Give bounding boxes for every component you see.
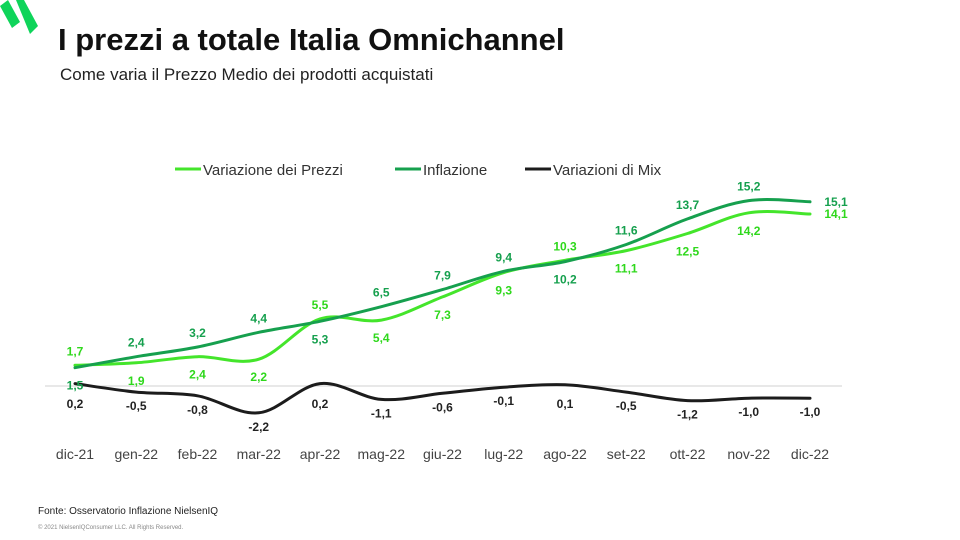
data-label-inflazione: 4,4 — [250, 311, 267, 325]
x-tick-label: gen-22 — [114, 446, 158, 462]
logo-stripe-left — [0, 0, 20, 28]
data-label-variazioni-mix: 0,2 — [312, 397, 329, 411]
data-label-variazione-prezzi: 2,2 — [250, 370, 267, 384]
series-layer — [73, 198, 812, 415]
data-label-inflazione: 11,6 — [615, 223, 638, 237]
data-label-variazioni-mix: -0,8 — [187, 403, 208, 417]
data-label-variazioni-mix: -0,6 — [432, 400, 453, 414]
data-label-variazione-prezzi: 14,1 — [824, 207, 848, 221]
x-tick-label: giu-22 — [423, 446, 462, 462]
x-tick-label: apr-22 — [300, 446, 341, 462]
x-tick-label: ago-22 — [543, 446, 587, 462]
data-label-inflazione: 3,2 — [189, 326, 206, 340]
copyright-note: © 2021 NielsenIQConsumer LLC. All Rights… — [38, 525, 184, 531]
legend-label-inflazione: Inflazione — [423, 162, 487, 179]
data-label-inflazione: 7,9 — [434, 269, 451, 283]
data-label-inflazione: 2,4 — [128, 336, 145, 350]
data-label-variazione-prezzi: 1,9 — [128, 374, 145, 388]
data-label-inflazione: 15,1 — [824, 195, 848, 209]
logo-stripe-right — [16, 0, 38, 34]
page-title: I prezzi a totale Italia Omnichannel — [58, 22, 565, 57]
x-tick-layer: dic-21 gen-22 feb-22 mar-22 apr-22 mag-22 giu-… — [56, 446, 829, 462]
data-label-variazione-prezzi: 14,2 — [737, 224, 761, 238]
data-label-variazioni-mix: -1,0 — [738, 405, 759, 419]
data-label-variazione-prezzi: 1,7 — [67, 344, 84, 358]
x-tick-label: feb-22 — [178, 446, 218, 462]
data-label-layer: 1,7 1,9 2,4 2,2 5,5 5,4 7,3 9,3 10,3 11,1 12,5 14,2… — [67, 180, 848, 434]
data-label-variazioni-mix: -0,1 — [493, 394, 514, 408]
series-line-variazioni-mix — [73, 381, 812, 415]
data-label-inflazione: 15,2 — [737, 180, 761, 194]
data-label-variazioni-mix: -1,1 — [371, 406, 392, 420]
data-label-variazioni-mix: -2,2 — [248, 420, 269, 434]
x-tick-label: lug-22 — [484, 446, 523, 462]
legend-label-variazioni-mix: Variazioni di Mix — [553, 162, 662, 179]
source-note: Fonte: Osservatorio Inflazione NielsenIQ — [38, 506, 219, 517]
data-label-variazioni-mix: -1,0 — [800, 405, 821, 419]
x-tick-label: mag-22 — [358, 446, 406, 462]
data-label-inflazione: 1,5 — [67, 379, 84, 393]
data-label-variazione-prezzi: 7,3 — [434, 308, 451, 322]
data-label-variazione-prezzi: 10,3 — [553, 239, 577, 253]
page-subtitle: Come varia il Prezzo Medio dei prodotti … — [60, 65, 434, 84]
legend-label-variazione-prezzi: Variazione dei Prezzi — [203, 162, 343, 179]
data-label-variazioni-mix: -1,2 — [677, 408, 698, 422]
x-tick-label: set-22 — [607, 446, 646, 462]
data-label-inflazione: 9,4 — [495, 250, 512, 264]
data-label-variazione-prezzi: 5,5 — [312, 298, 329, 312]
data-label-variazioni-mix: -0,5 — [616, 399, 637, 413]
nielseniq-logo — [0, 0, 38, 34]
data-label-variazione-prezzi: 12,5 — [676, 245, 700, 259]
data-label-inflazione: 10,2 — [553, 273, 577, 287]
data-label-inflazione: 6,5 — [373, 286, 390, 300]
series-line-inflazione — [73, 198, 812, 370]
x-tick-label: nov-22 — [727, 446, 770, 462]
data-label-variazioni-mix: 0,2 — [67, 397, 84, 411]
data-label-variazioni-mix: -0,5 — [126, 399, 147, 413]
data-label-inflazione: 5,3 — [312, 332, 329, 346]
x-tick-label: mar-22 — [237, 446, 282, 462]
data-label-variazione-prezzi: 9,3 — [495, 284, 512, 298]
x-tick-label: dic-21 — [56, 446, 94, 462]
chart-legend: Variazione dei Prezzi Inflazione Variazion… — [175, 162, 662, 179]
data-label-variazione-prezzi: 2,4 — [189, 368, 206, 382]
x-tick-label: dic-22 — [791, 446, 829, 462]
x-tick-label: ott-22 — [670, 446, 706, 462]
data-label-variazione-prezzi: 5,4 — [373, 331, 390, 345]
data-label-variazione-prezzi: 11,1 — [615, 262, 638, 276]
data-label-inflazione: 13,7 — [676, 198, 700, 212]
series-line-variazione-prezzi — [73, 210, 812, 367]
data-label-variazioni-mix: 0,1 — [557, 397, 574, 411]
